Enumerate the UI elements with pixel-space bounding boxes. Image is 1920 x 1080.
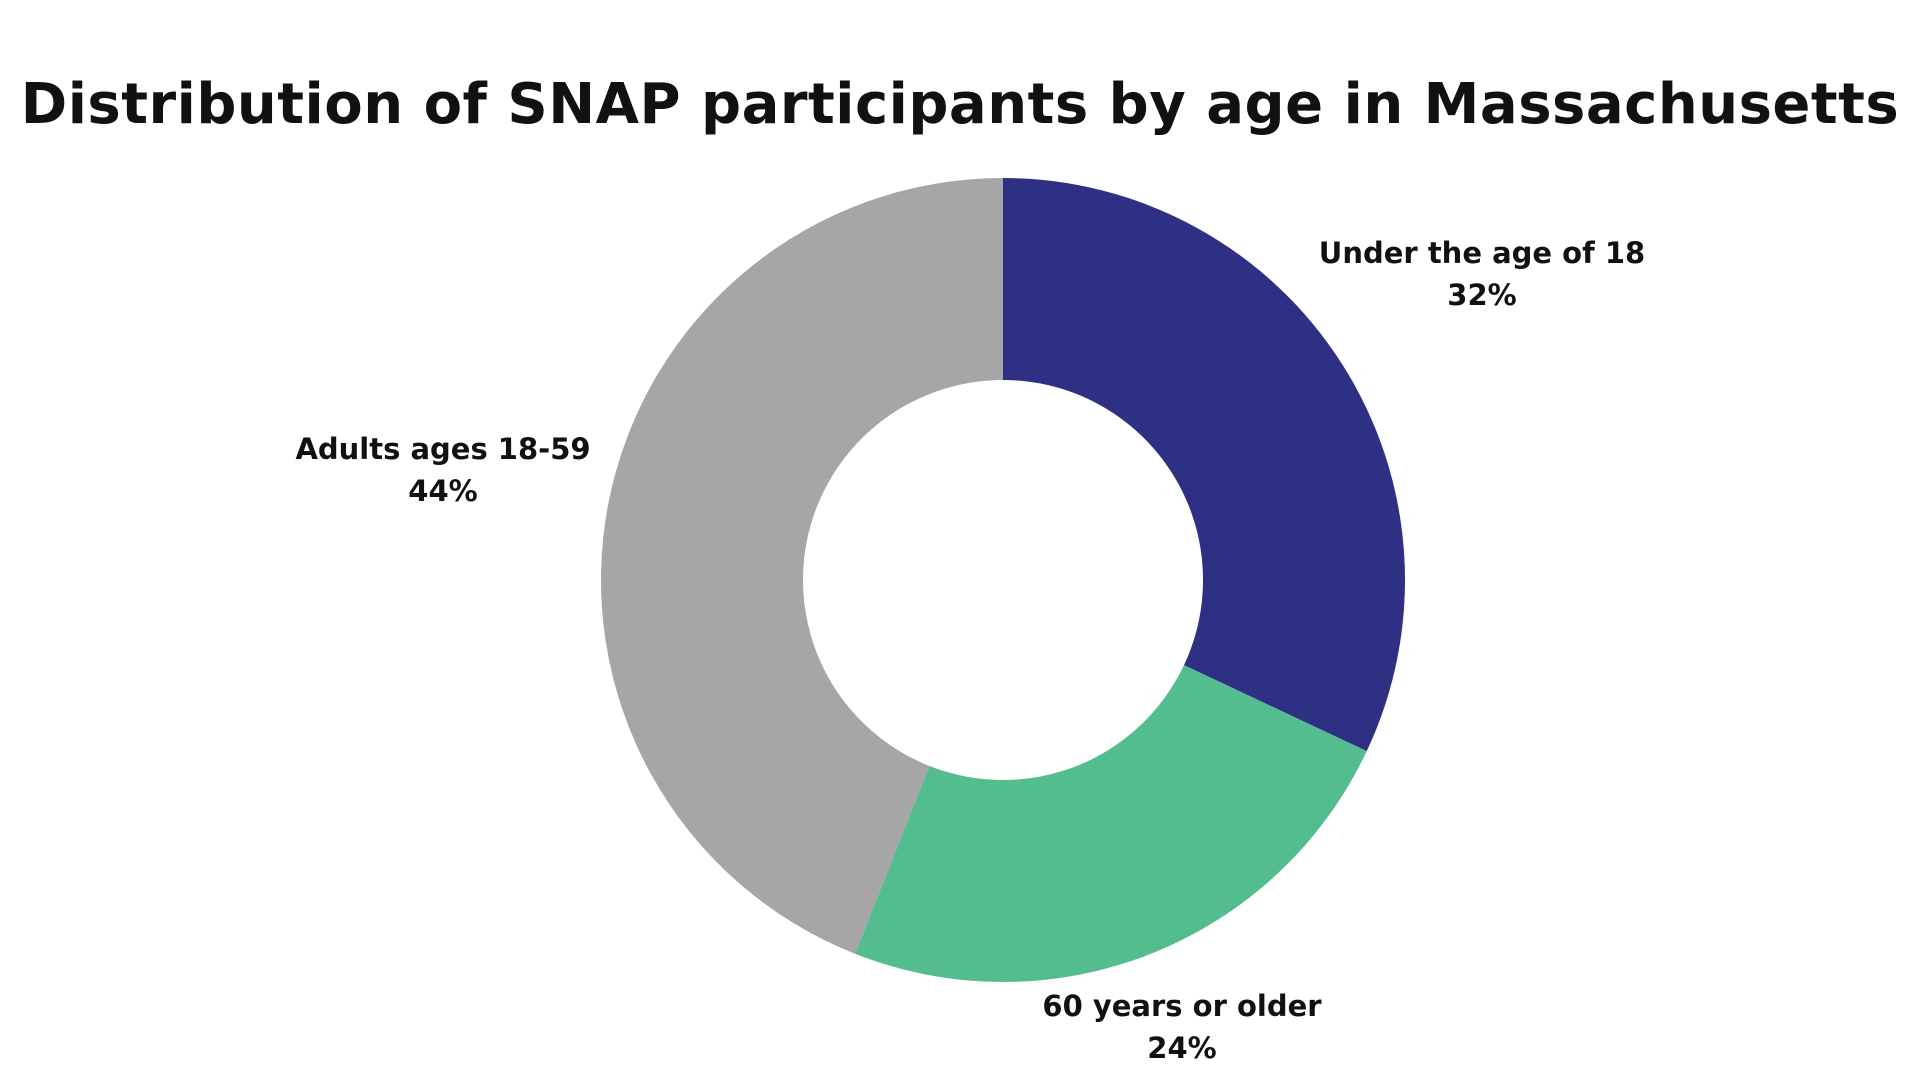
slice-label-value: 24% <box>1147 1031 1217 1065</box>
donut-slice-under-the-age-of-18 <box>1003 178 1405 752</box>
chart-title: Distribution of SNAP participants by age… <box>20 72 1900 137</box>
donut-slice-60-years-or-older <box>855 665 1367 982</box>
slice-label-60-plus: 60 years or older 24% <box>982 985 1382 1069</box>
slice-label-under-18: Under the age of 18 32% <box>1282 232 1682 316</box>
slice-label-name: Under the age of 18 <box>1318 236 1646 270</box>
slice-label-name: Adults ages 18-59 <box>295 432 591 466</box>
slice-label-name: 60 years or older <box>1042 989 1322 1023</box>
slice-label-value: 44% <box>408 474 478 508</box>
donut-slice-adults-ages-18-59 <box>601 178 1003 954</box>
slice-label-value: 32% <box>1447 278 1517 312</box>
slice-label-adults-18-59: Adults ages 18-59 44% <box>243 428 643 512</box>
